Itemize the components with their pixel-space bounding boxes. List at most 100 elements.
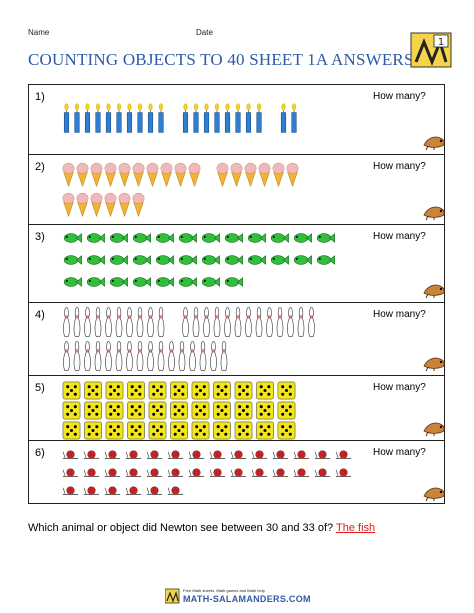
dice-icon — [84, 421, 102, 440]
snail-icon — [251, 468, 268, 477]
dice-icon — [213, 421, 231, 440]
fish-icon — [63, 233, 82, 243]
bowling-pin-icon — [199, 341, 207, 371]
salamander-icon — [422, 279, 446, 299]
dice-icon — [105, 401, 124, 420]
candle-icon — [116, 103, 122, 133]
snail-icon — [272, 450, 289, 459]
fish-icon — [201, 233, 220, 243]
ice-cream-cone-icon — [286, 162, 299, 188]
fish-icon — [201, 277, 220, 287]
footer-logo: Free Math sheets, Math games and Math he… — [164, 587, 315, 607]
object-drawing — [62, 162, 299, 218]
footer-tagline: Free Math sheets, Math games and Math he… — [183, 588, 265, 593]
question-number: 6) — [35, 447, 45, 459]
how-many-label: How many? — [373, 161, 426, 172]
salamander-icon — [422, 201, 446, 221]
dice-icon — [256, 381, 274, 400]
snail-icon — [188, 450, 205, 459]
how-many-label: How many? — [373, 382, 426, 393]
fish-icon — [178, 255, 197, 265]
snail-icon — [167, 468, 184, 477]
object-drawing — [62, 450, 352, 495]
ice-cream-cone-icon — [272, 162, 285, 188]
question-row-3: 3) How many? — [29, 225, 446, 303]
footer-question-text: Which animal or object did Newton see be… — [28, 522, 334, 534]
fish-icon — [86, 233, 105, 243]
logo-number: 1 — [438, 37, 444, 48]
snail-icon — [293, 450, 310, 459]
fish-icon — [86, 255, 105, 265]
dice-icon — [191, 401, 210, 420]
bowling-pin-icon — [213, 307, 221, 337]
math-salamanders-logo: 1 — [410, 32, 452, 68]
fish-icon — [224, 277, 243, 287]
snail-icon — [335, 450, 352, 459]
dice-icon — [234, 401, 253, 420]
dice-icon — [62, 421, 81, 440]
fish-icon — [109, 277, 128, 287]
bowling-pin-icon — [168, 341, 175, 371]
how-many-label: How many? — [373, 447, 426, 458]
bowling-pin-icon — [105, 341, 112, 371]
snail-icon — [104, 450, 121, 459]
question-number: 1) — [35, 91, 45, 103]
candle-icon — [256, 103, 262, 133]
snail-icon — [314, 468, 331, 477]
bowling-pin-icon — [115, 341, 123, 371]
fish-icon — [201, 255, 220, 265]
ice-cream-cone-icon — [132, 192, 145, 218]
fish-icon — [155, 277, 174, 287]
footer-question: Which animal or object did Newton see be… — [28, 522, 375, 534]
snail-icon — [83, 468, 100, 477]
bowling-pin-icon — [115, 307, 123, 337]
fish-icon — [132, 255, 151, 265]
snail-icon — [146, 486, 163, 495]
bowling-pin-icon — [157, 307, 165, 337]
snail-icon — [104, 468, 121, 477]
ice-cream-cone-icon — [76, 192, 89, 218]
bowling-pin-icon — [220, 341, 228, 371]
snail-icon — [125, 450, 142, 459]
bowling-pin-icon — [308, 307, 315, 337]
dice-icon — [277, 421, 296, 440]
candle-icon — [105, 103, 112, 133]
snail-icon — [209, 450, 226, 459]
bowling-pin-icon — [63, 341, 70, 371]
how-many-label: How many? — [373, 309, 426, 320]
object-group — [52, 225, 372, 302]
bowling-pin-icon — [136, 307, 144, 337]
fish-icon — [247, 255, 266, 265]
ice-cream-cone-icon — [104, 162, 117, 188]
dice-icon — [62, 381, 81, 400]
ice-cream-cone-icon — [62, 192, 75, 218]
how-many-label: How many? — [373, 231, 426, 242]
bowling-pin-icon — [94, 307, 102, 337]
bowling-pin-icon — [203, 307, 210, 337]
snail-icon — [62, 468, 79, 477]
ice-cream-cone-icon — [216, 162, 229, 188]
bowling-pin-icon — [234, 307, 242, 337]
snail-icon — [125, 468, 142, 477]
bowling-pin-icon — [182, 307, 189, 337]
dice-icon — [105, 421, 124, 440]
snail-icon — [125, 486, 142, 495]
candle-icon — [158, 103, 164, 133]
fish-icon — [270, 233, 289, 243]
bowling-pin-icon — [73, 341, 81, 371]
snail-icon — [188, 468, 205, 477]
candle-icon — [95, 103, 101, 133]
question-number: 3) — [35, 231, 45, 243]
snail-icon — [83, 486, 100, 495]
candle-icon — [74, 103, 80, 133]
snail-icon — [146, 468, 163, 477]
dice-icon — [170, 421, 188, 440]
fish-icon — [132, 277, 151, 287]
dice-icon — [148, 421, 167, 440]
object-group — [52, 441, 372, 505]
bowling-pin-icon — [136, 341, 144, 371]
snail-icon — [104, 486, 121, 495]
candle-icon — [126, 103, 133, 133]
question-row-1: 1) How many? — [29, 85, 445, 155]
dice-icon — [84, 381, 102, 400]
